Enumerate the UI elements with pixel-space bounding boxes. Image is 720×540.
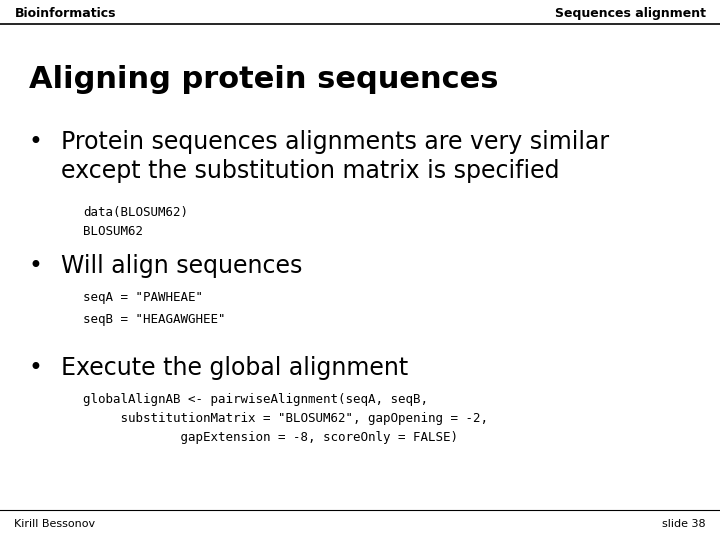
Text: Will align sequences: Will align sequences (61, 254, 302, 278)
Text: Sequences alignment: Sequences alignment (554, 7, 706, 20)
Text: Aligning protein sequences: Aligning protein sequences (29, 65, 498, 94)
Text: Execute the global alignment: Execute the global alignment (61, 356, 408, 380)
Text: •: • (29, 254, 42, 278)
Text: •: • (29, 356, 42, 380)
Text: globalAlignAB <- pairwiseAlignment(seqA, seqB,
     substitutionMatrix = "BLOSUM: globalAlignAB <- pairwiseAlignment(seqA,… (83, 393, 488, 444)
Text: Kirill Bessonov: Kirill Bessonov (14, 519, 96, 529)
Text: Bioinformatics: Bioinformatics (14, 7, 116, 20)
Text: Protein sequences alignments are very similar
except the substitution matrix is : Protein sequences alignments are very si… (61, 130, 609, 183)
Text: data(BLOSUM62)
BLOSUM62: data(BLOSUM62) BLOSUM62 (83, 206, 188, 238)
Text: •: • (29, 130, 42, 153)
Text: slide 38: slide 38 (662, 519, 706, 529)
Text: seqA = "PAWHEAE"
seqB = "HEAGAWGHEE": seqA = "PAWHEAE" seqB = "HEAGAWGHEE" (83, 291, 225, 326)
